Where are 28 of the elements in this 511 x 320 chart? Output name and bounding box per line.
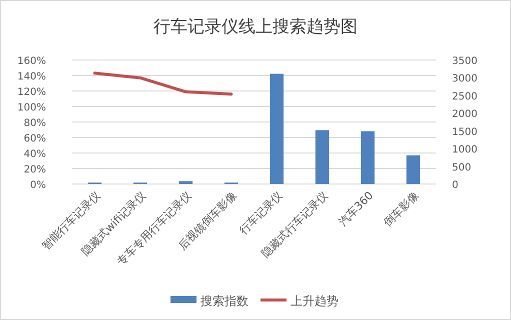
bar — [270, 74, 284, 184]
y2-tick-label: 3000 — [452, 74, 478, 85]
x-tick-label: 倒车影像 — [381, 188, 422, 230]
y-tick-label: 80% — [24, 118, 46, 129]
y-tick-label: 140% — [17, 72, 46, 82]
y-tick-label: 160% — [17, 56, 46, 67]
legend-label: 上升趋势 — [290, 294, 338, 308]
line-series — [93, 72, 233, 96]
chart-title: 行车记录仪线上搜索趋势图 — [154, 17, 358, 37]
y-tick-label: 100% — [17, 102, 46, 114]
y-tick-label: 20% — [24, 164, 46, 176]
y-tick-label: 60% — [24, 134, 46, 144]
y-tick-label: 0% — [30, 180, 46, 191]
bar — [178, 181, 193, 184]
x-tick-label: 汽车360 — [336, 188, 376, 229]
bar — [360, 131, 375, 184]
y2-tick-label: 2000 — [452, 109, 478, 120]
y-tick-label: 120% — [17, 87, 46, 98]
y2-tick-label: 1500 — [452, 126, 478, 138]
y2-tick-label: 1000 — [452, 144, 478, 156]
y2-tick-label: 0 — [452, 180, 458, 191]
y2-tick-label: 500 — [452, 162, 472, 174]
bar — [406, 155, 420, 184]
bar — [315, 130, 330, 184]
legend-label: 搜索指数 — [200, 294, 248, 308]
y2-tick-label: 3500 — [452, 56, 478, 67]
y2-tick-label: 2500 — [452, 91, 478, 102]
y-tick-label: 40% — [24, 149, 46, 160]
